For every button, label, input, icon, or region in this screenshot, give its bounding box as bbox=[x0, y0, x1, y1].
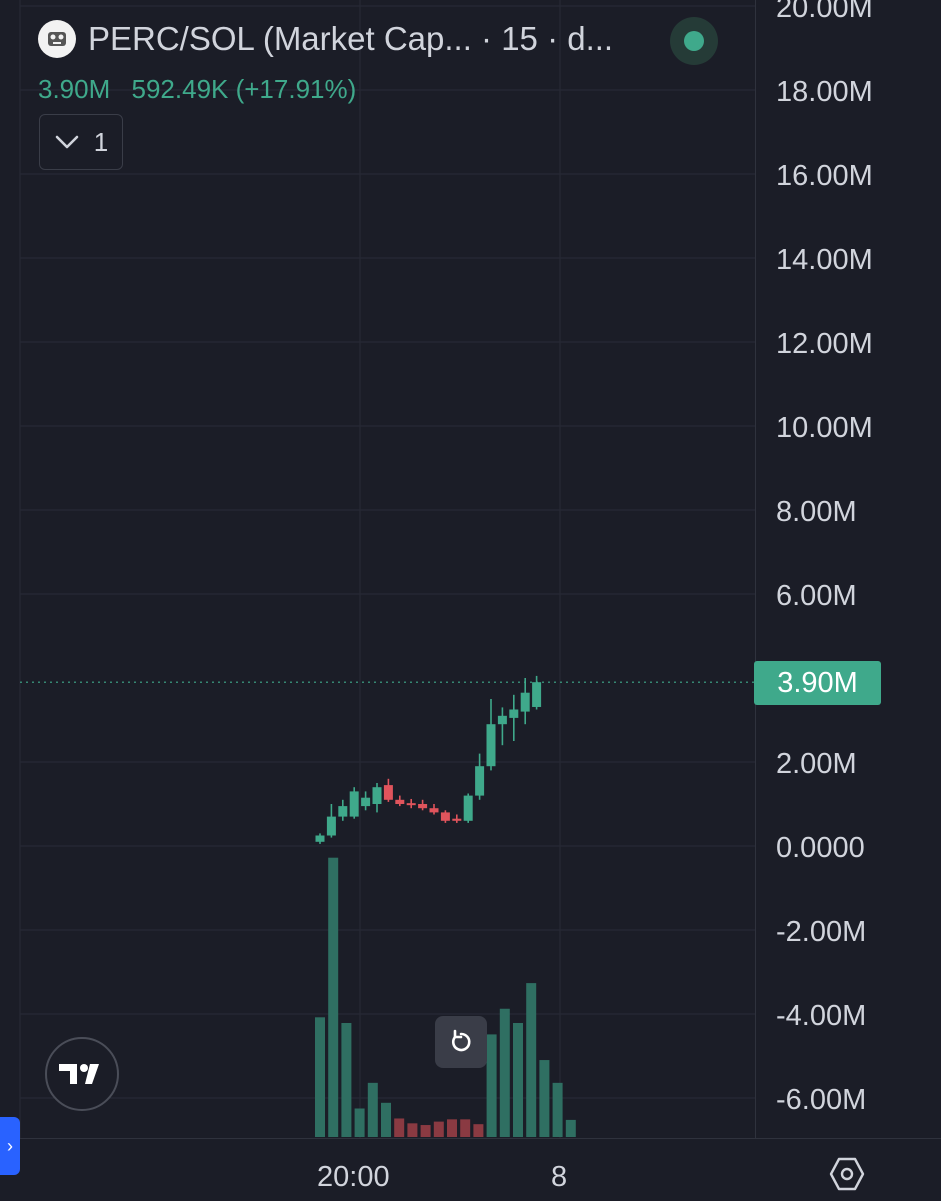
volume-bar bbox=[565, 1119, 576, 1137]
volume-bar bbox=[341, 1023, 352, 1137]
volume-bar bbox=[526, 983, 537, 1137]
price-tick: 10.00M bbox=[776, 412, 873, 444]
volume-bar bbox=[539, 1060, 550, 1137]
candle-body bbox=[509, 709, 519, 718]
volume-bar bbox=[447, 1119, 457, 1137]
volume-bar bbox=[513, 1023, 523, 1137]
collapse-count: 1 bbox=[93, 126, 109, 157]
volume-bar bbox=[552, 1082, 563, 1137]
chart-canvas[interactable] bbox=[0, 0, 755, 1138]
candle-body bbox=[532, 682, 542, 707]
indicators-collapse-button[interactable]: 1 bbox=[39, 114, 123, 170]
volume-bar bbox=[486, 1034, 497, 1137]
price-tick: 8.00M bbox=[776, 496, 857, 528]
candle-body bbox=[475, 766, 485, 796]
volume-bar bbox=[354, 1108, 365, 1137]
volume-bar bbox=[460, 1119, 471, 1137]
tradingview-logo-icon bbox=[59, 1064, 99, 1084]
candle-body bbox=[520, 692, 530, 712]
settings-icon bbox=[829, 1157, 865, 1191]
symbol-title[interactable]: PERC/SOL (Market Cap... · 15 · d... bbox=[88, 20, 614, 57]
ohlc-values: 3.90M 592.49K (+17.91%) bbox=[38, 74, 370, 105]
candle-body bbox=[395, 799, 405, 804]
coin-logo-icon bbox=[38, 20, 76, 58]
chevron-right-icon: › bbox=[7, 1135, 13, 1156]
reset-icon bbox=[451, 1029, 471, 1052]
price-tick: -2.00M bbox=[776, 916, 867, 948]
candle-body bbox=[429, 808, 439, 813]
time-axis[interactable]: 20:00 8 bbox=[0, 1138, 941, 1201]
candle-body bbox=[338, 806, 348, 817]
volume-bar bbox=[315, 1017, 325, 1137]
candle-body bbox=[418, 804, 428, 809]
chart-settings-button[interactable] bbox=[829, 1156, 865, 1192]
candle-body bbox=[486, 724, 496, 767]
current-price-label: 3.90M bbox=[754, 661, 881, 705]
price-tick: 18.00M bbox=[776, 76, 873, 108]
candle-body bbox=[452, 818, 462, 821]
market-status-indicator[interactable] bbox=[670, 17, 718, 65]
reset-chart-button[interactable] bbox=[435, 1016, 487, 1068]
price-tick: 6.00M bbox=[776, 580, 857, 612]
status-dot-icon bbox=[684, 31, 704, 51]
price-tick: 0.0000 bbox=[776, 832, 865, 864]
volume-bar bbox=[499, 1008, 510, 1137]
volume-bar bbox=[407, 1123, 418, 1137]
time-tick: 20:00 bbox=[317, 1161, 390, 1193]
volume-bar bbox=[381, 1102, 391, 1137]
volume-bar bbox=[394, 1118, 405, 1137]
candle-body bbox=[406, 803, 416, 806]
volume-bar bbox=[367, 1082, 378, 1137]
candle-body bbox=[440, 812, 450, 821]
chart-pane[interactable]: PERC/SOL (Market Cap... · 15 · d... 3.90… bbox=[0, 0, 755, 1138]
candle-body bbox=[463, 795, 473, 821]
candle-body bbox=[326, 816, 336, 836]
price-tick: 16.00M bbox=[776, 160, 873, 192]
candle-body bbox=[361, 797, 371, 807]
price-tick: 12.00M bbox=[776, 328, 873, 360]
candle-body bbox=[383, 785, 393, 800]
price-tick: -4.00M bbox=[776, 1000, 867, 1032]
price-axis[interactable]: 20.00M 18.00M 16.00M 14.00M 12.00M 10.00… bbox=[754, 0, 941, 1138]
side-panel-handle[interactable]: › bbox=[0, 1117, 20, 1175]
price-tick: -6.00M bbox=[776, 1084, 867, 1116]
candle-body bbox=[497, 715, 507, 725]
candle-body bbox=[372, 787, 382, 804]
candle-body bbox=[315, 835, 325, 842]
volume-bar bbox=[328, 857, 339, 1137]
price-tick: 2.00M bbox=[776, 748, 857, 780]
time-tick: 8 bbox=[551, 1161, 568, 1193]
chevron-down-icon bbox=[55, 135, 79, 149]
volume-bar bbox=[420, 1125, 431, 1137]
volume-bar bbox=[433, 1121, 444, 1137]
symbol-legend[interactable]: PERC/SOL (Market Cap... · 15 · d... bbox=[38, 20, 613, 58]
tradingview-logo[interactable] bbox=[45, 1037, 119, 1111]
ohlc-change: 592.49K (+17.91%) bbox=[131, 74, 357, 104]
price-tick: 14.00M bbox=[776, 244, 873, 276]
ohlc-last-value: 3.90M bbox=[38, 74, 111, 104]
volume-bar bbox=[473, 1124, 484, 1137]
candle-body bbox=[349, 791, 359, 817]
price-tick: 20.00M bbox=[776, 0, 873, 24]
